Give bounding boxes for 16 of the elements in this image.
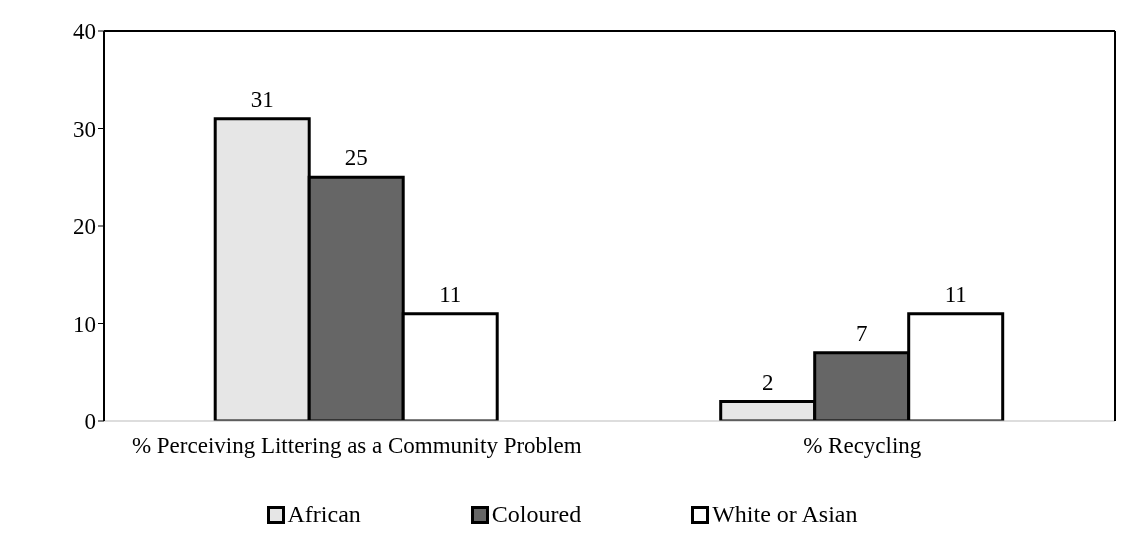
y-tick-label: 10: [73, 311, 96, 337]
data-label: 2: [761, 369, 774, 395]
y-tick-label: 40: [73, 19, 96, 45]
x-tick-label: % Perceiving Littering as a Community Problem: [131, 433, 582, 459]
data-label: 11: [439, 281, 462, 307]
y-tick-label: 30: [73, 116, 96, 142]
data-label: 7: [855, 320, 868, 346]
data-label: 11: [944, 281, 967, 307]
x-tick-label: % Recycling: [803, 433, 922, 459]
legend-label: Coloured: [491, 501, 582, 528]
legend-label: African: [287, 501, 361, 528]
y-tick-label: 20: [73, 214, 96, 240]
legend-label: White or Asian: [712, 501, 858, 528]
y-tick-label: 0: [84, 409, 96, 435]
data-label: 25: [344, 145, 368, 171]
data-label: 31: [250, 86, 274, 112]
